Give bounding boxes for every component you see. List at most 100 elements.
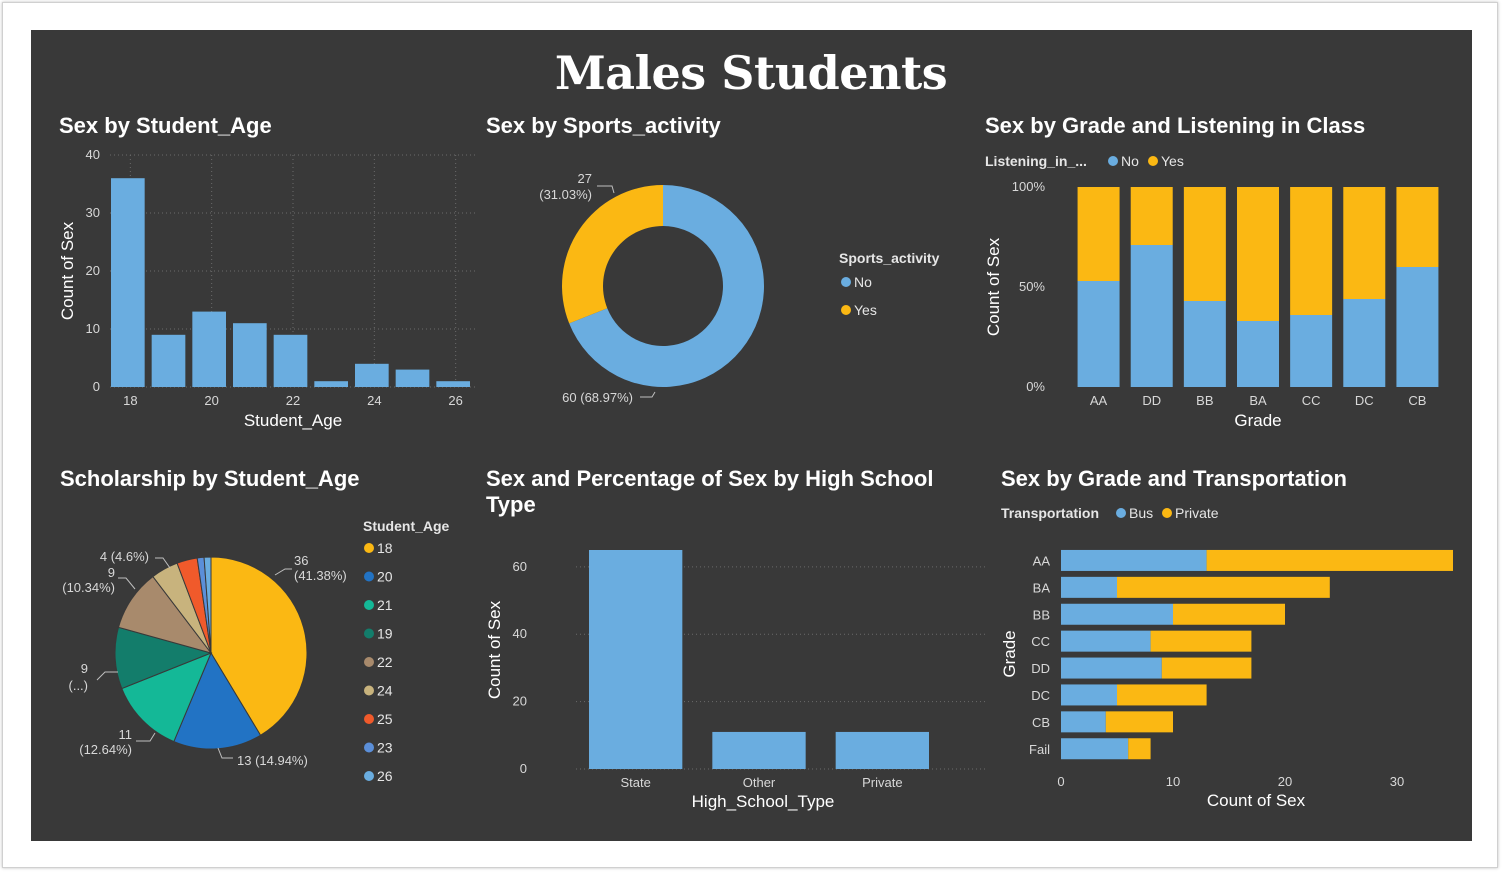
scholarship-slice xyxy=(203,556,212,654)
age-x-tick: 24 xyxy=(367,393,381,408)
age-x-tick: 22 xyxy=(286,393,300,408)
listening-x-tick: CC xyxy=(1302,393,1321,408)
listening-x-tick: BA xyxy=(1249,393,1267,408)
transport-y-tick: BA xyxy=(1033,580,1051,595)
scholarship-label-19-count: 9 xyxy=(81,661,88,676)
scholarship-leader-18 xyxy=(274,568,292,576)
sports-legend-dot xyxy=(841,277,851,287)
sports-legend-title: Sports_activity xyxy=(839,250,940,266)
age-bar xyxy=(151,334,186,387)
scholarship-label-24: 4 (4.6%) xyxy=(100,549,149,564)
highschool-x-tick: Private xyxy=(862,775,902,790)
listening-x-axis-label: Grade xyxy=(1234,411,1281,430)
scholarship-legend-item: 26 xyxy=(377,768,393,784)
sports-leader-no xyxy=(640,391,656,398)
scholarship-leader-22 xyxy=(118,577,136,590)
transport-bar-private xyxy=(1173,603,1285,625)
scholarship-leader-19 xyxy=(96,671,118,681)
scholarship-leader-21 xyxy=(136,732,156,742)
listening-x-tick: DC xyxy=(1355,393,1374,408)
highschool-bar xyxy=(835,731,929,769)
scholarship-legend-item: 23 xyxy=(377,740,393,756)
scholarship-label-18-pct: (41.38%) xyxy=(294,568,347,583)
listening-bar-yes xyxy=(1290,187,1333,315)
scholarship-label-22-pct: (10.34%) xyxy=(62,580,115,595)
age-bar xyxy=(314,381,348,387)
scholarship-leader-20 xyxy=(217,747,233,759)
transport-bar-private xyxy=(1117,576,1330,598)
age-y-tick: 40 xyxy=(86,147,100,162)
transport-x-tick: 30 xyxy=(1390,774,1404,789)
transport-legend-item: Private xyxy=(1175,505,1219,521)
listening-legend-item: No xyxy=(1121,153,1139,169)
highschool-y-axis-label: Count of Sex xyxy=(485,600,504,699)
transport-bar-private xyxy=(1150,630,1252,652)
scholarship-legend-dot xyxy=(364,685,374,696)
listening-legend-dot xyxy=(1148,156,1158,166)
scholarship-legend-dot xyxy=(364,714,374,724)
scholarship-legend-item: 20 xyxy=(377,569,393,585)
highschool-x-tick: State xyxy=(620,775,650,790)
transport-y-axis-label: Grade xyxy=(1000,630,1019,677)
listening-bar-no xyxy=(1237,321,1279,387)
scholarship-label-20: 13 (14.94%) xyxy=(237,753,308,768)
age-x-tick: 20 xyxy=(204,393,218,408)
age-bar xyxy=(436,381,470,387)
listening-y-tick: 0% xyxy=(1026,379,1045,394)
scholarship-legend-item: 22 xyxy=(377,654,393,670)
listening-bar-no xyxy=(1077,281,1120,387)
chart-title-age: Sex by Student_Age xyxy=(59,113,272,138)
scholarship-legend-dot xyxy=(364,771,374,781)
highschool-y-tick: 60 xyxy=(513,559,527,574)
scholarship-legend-item: 25 xyxy=(377,711,393,727)
transport-bar-private xyxy=(1105,711,1173,733)
transport-bar-bus xyxy=(1061,684,1117,706)
listening-bar-yes xyxy=(1237,187,1279,321)
scholarship-label-19-pct: (...) xyxy=(69,678,89,693)
scholarship-legend-item: 24 xyxy=(377,683,393,699)
transport-bar-bus xyxy=(1061,738,1129,760)
age-x-tick: 26 xyxy=(448,393,462,408)
scholarship-legend-item: 18 xyxy=(377,540,393,556)
scholarship-legend-dot xyxy=(364,571,374,582)
highschool-y-tick: 0 xyxy=(520,761,527,776)
sports-legend-item: Yes xyxy=(854,302,877,318)
scholarship-legend-dot xyxy=(364,657,374,667)
age-bar xyxy=(111,178,145,387)
age-y-tick: 0 xyxy=(93,379,100,394)
listening-bar-yes xyxy=(1343,187,1386,299)
transport-x-tick: 0 xyxy=(1057,774,1064,789)
chart-title-listening: Sex by Grade and Listening in Class xyxy=(985,113,1366,138)
listening-x-tick: AA xyxy=(1090,393,1108,408)
listening-bar-no xyxy=(1396,267,1439,387)
scholarship-label-21-pct: (12.64%) xyxy=(79,742,132,757)
sports-label-yes-count: 27 xyxy=(578,171,592,186)
transport-y-tick: CB xyxy=(1032,715,1050,730)
listening-legend-dot xyxy=(1108,156,1118,166)
sports-legend-dot xyxy=(841,305,851,315)
listening-bar-yes xyxy=(1077,187,1120,281)
listening-x-tick: DD xyxy=(1142,393,1161,408)
scholarship-leader-24 xyxy=(155,557,171,569)
highschool-y-tick: 20 xyxy=(513,694,527,709)
sports-legend-item: No xyxy=(854,274,872,290)
listening-bar-yes xyxy=(1396,187,1439,267)
age-bar xyxy=(233,323,267,387)
scholarship-legend-item: 21 xyxy=(377,597,393,613)
listening-bar-no xyxy=(1183,301,1226,387)
highschool-x-axis-label: High_School_Type xyxy=(692,792,835,811)
age-x-tick: 18 xyxy=(123,393,137,408)
transport-bar-bus xyxy=(1061,603,1173,625)
chart-title-transport: Sex by Grade and Transportation xyxy=(1001,466,1347,491)
sports-label-no: 60 (68.97%) xyxy=(562,390,633,405)
listening-bar-no xyxy=(1343,299,1386,387)
transport-x-tick: 10 xyxy=(1166,774,1180,789)
scholarship-label-21-count: 11 xyxy=(119,727,133,742)
scholarship-legend-title: Student_Age xyxy=(363,518,450,534)
highschool-y-tick: 40 xyxy=(513,626,527,641)
sports-label-yes-pct: (31.03%) xyxy=(539,187,592,202)
listening-bar-no xyxy=(1130,245,1173,387)
listening-y-tick: 100% xyxy=(1012,179,1046,194)
sports-leader-yes xyxy=(597,185,615,194)
age-y-tick: 20 xyxy=(86,263,100,278)
